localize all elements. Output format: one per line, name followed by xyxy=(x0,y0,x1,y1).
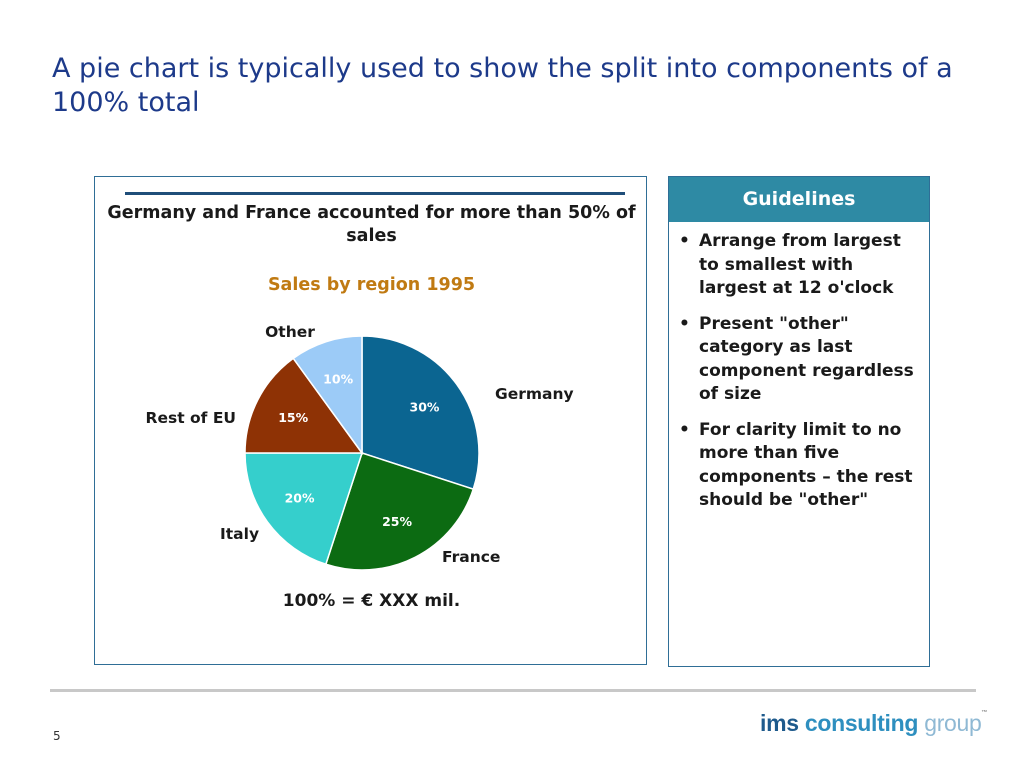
guideline-item: • For clarity limit to no more than five … xyxy=(677,419,923,513)
pie-category-label: France xyxy=(442,548,500,566)
footer-divider xyxy=(50,689,976,692)
page-number: 5 xyxy=(53,729,61,743)
guidelines-header: Guidelines xyxy=(669,177,929,222)
bullet-icon: • xyxy=(679,231,690,251)
chart-title: Sales by region 1995 xyxy=(267,275,476,295)
pie-slice-germany xyxy=(361,335,480,491)
guidelines-panel: Guidelines • Arrange from largest to smal… xyxy=(668,176,930,667)
chart-top-rule xyxy=(125,192,625,195)
bullet-icon: • xyxy=(679,419,690,440)
pie-value-label: 20% xyxy=(285,490,315,505)
chart-panel: Germany and France accounted for more th… xyxy=(94,176,647,665)
chart-headline: Germany and France accounted for more th… xyxy=(107,203,636,246)
pie-value-label: 15% xyxy=(278,410,308,425)
guideline-item: • Arrange from largest to smallest with l… xyxy=(677,230,923,301)
chart-footnote: 100% = € XXX mil. xyxy=(282,591,461,611)
pie-slice-italy xyxy=(244,452,364,566)
pie-category-label: Rest of EU xyxy=(146,409,236,427)
pie-slice-france xyxy=(324,452,475,571)
guideline-item: • Present "other" category as last compon… xyxy=(677,313,923,407)
guideline-text: Present "other" category as last compone… xyxy=(699,313,914,405)
pie-category-label: Italy xyxy=(220,525,259,543)
pie-slice-rest-of-eu xyxy=(244,357,364,454)
slide-title: A pie chart is typically used to show th… xyxy=(52,53,953,118)
pie-chart: 30% Germany 25% France 20% Italy 15% Rest of EU… xyxy=(146,323,574,571)
pie-value-label: 30% xyxy=(410,400,440,415)
guideline-text: Arrange from largest to smallest with la… xyxy=(699,231,901,298)
pie-value-label: 10% xyxy=(323,372,353,387)
pie-category-label: Germany xyxy=(495,385,574,403)
pie-value-label: 25% xyxy=(382,514,412,529)
pie-category-label: Other xyxy=(265,323,315,341)
guideline-text: For clarity limit to no more than five c… xyxy=(699,419,913,511)
pie-slice-other xyxy=(292,335,363,456)
bullet-icon: • xyxy=(679,313,690,334)
company-logo: ims consulting group™ xyxy=(760,710,988,736)
guidelines-list: • Arrange from largest to smallest with l… xyxy=(669,222,929,513)
